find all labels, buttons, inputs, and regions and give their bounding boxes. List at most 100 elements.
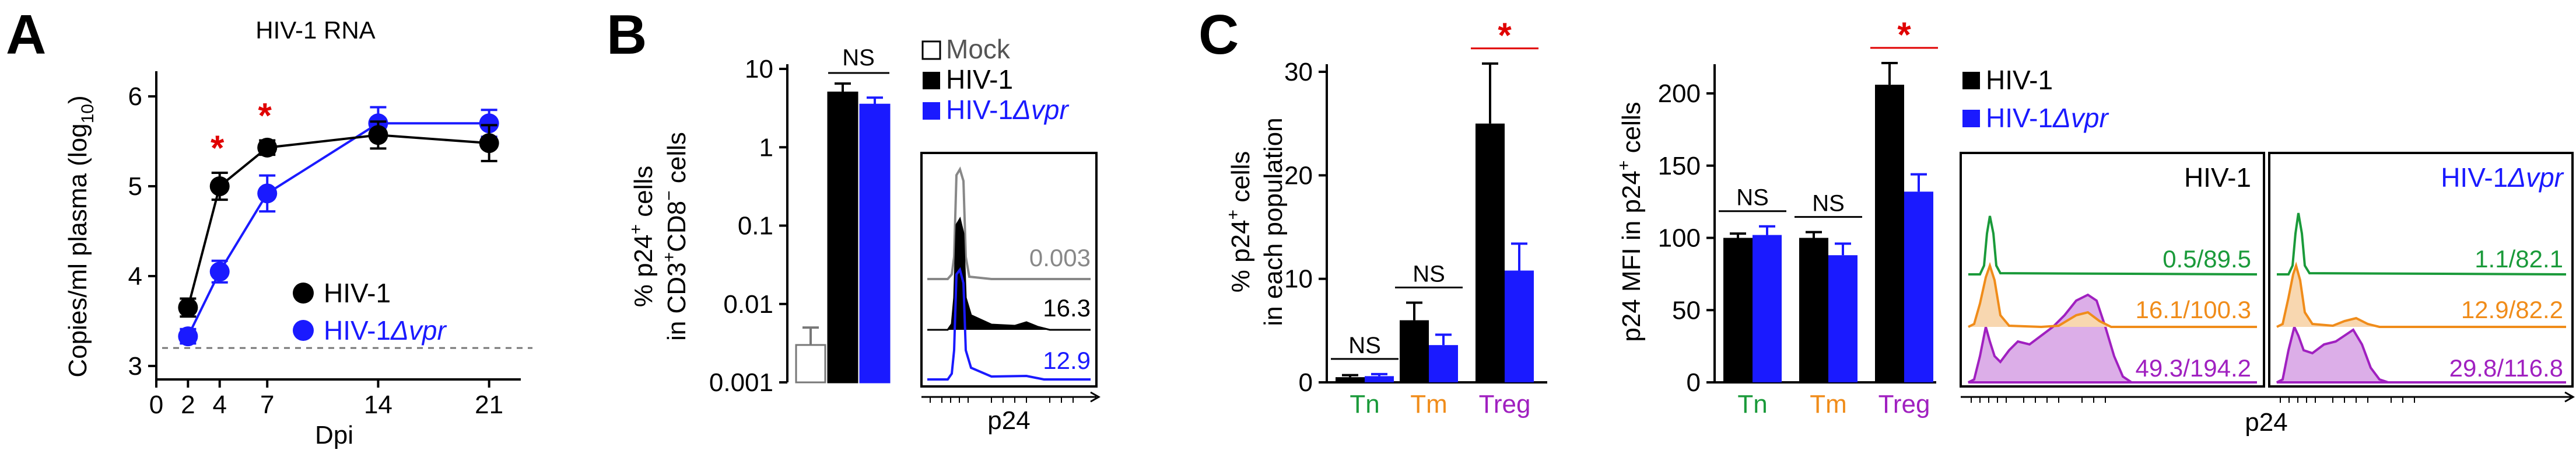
- bar-vpr-tm: [1828, 255, 1857, 382]
- bar-vpr: [859, 103, 891, 384]
- significance-star: *: [258, 96, 272, 135]
- bar-vpr-tn: [1365, 376, 1394, 382]
- data-point-hiv1: [368, 125, 388, 145]
- flow-value-tm-hiv1: 16.1/100.3: [2135, 296, 2251, 323]
- bar-vpr-treg: [1904, 191, 1933, 382]
- legend-swatch-vpr: [923, 102, 940, 120]
- flow-axis-arrow-b: [1090, 391, 1101, 403]
- x-tick-label: 4: [212, 391, 226, 419]
- flow-value-hiv1: 16.3: [1043, 294, 1091, 322]
- x-category-label: Treg: [1878, 390, 1930, 419]
- panel-a-plot-area: **: [178, 96, 499, 347]
- flow-value-tm-vpr: 12.9/82.2: [2461, 296, 2563, 323]
- bar-hiv1: [827, 91, 858, 384]
- panel-a-title: HIV-1 RNA: [255, 16, 375, 44]
- panel-c-left-ylabel-line1: % p24+ cells: [1224, 151, 1255, 293]
- flow-box-b: [920, 152, 1098, 388]
- x-tick-label: 2: [181, 391, 195, 419]
- histogram-tn-hiv1: [1968, 215, 2258, 276]
- legend-label-vpr: HIV-1Δvpr: [324, 315, 447, 346]
- legend-label-hiv1-b: HIV-1: [946, 64, 1013, 95]
- y-tick-label: 20: [1284, 161, 1313, 190]
- ns-label: NS: [1348, 333, 1381, 358]
- x-tick-label: 0: [149, 391, 163, 419]
- significance-star: *: [211, 128, 225, 168]
- histogram-tn-vpr: [2277, 212, 2567, 276]
- flow-xlabel-b: p24: [987, 406, 1030, 435]
- y-tick-label: 6: [128, 82, 142, 111]
- panel-c-legend: HIV-1 HIV-1Δvpr: [1962, 65, 2109, 133]
- panel-b-label: B: [607, 4, 647, 66]
- histogram-treg-hiv1: [1968, 293, 2257, 384]
- y-tick-label: 4: [128, 262, 142, 291]
- legend-marker-hiv1: [293, 283, 314, 304]
- panel-c-flow-histograms: HIV-1 HIV-1Δvpr 0.5/89.5 16.1/100.3 49.3…: [1960, 152, 2575, 437]
- flow-value-vpr: 12.9: [1043, 347, 1091, 374]
- panel-c-mfi-chart: p24 MFI in p24+ cells 0 50 100 150 200 NS NS *…: [1614, 15, 1938, 419]
- y-tick-label: 3: [128, 352, 142, 381]
- legend-label-hiv1-c: HIV-1: [1986, 65, 2053, 95]
- flow-value-treg-hiv1: 49.3/194.2: [2135, 354, 2251, 382]
- ns-label: NS: [1413, 261, 1445, 287]
- panel-a-xlabel: Dpi: [315, 421, 353, 449]
- flow-box-c-vpr: [2268, 152, 2574, 388]
- y-tick-label: 0: [1299, 368, 1313, 397]
- legend-marker-vpr: [293, 320, 314, 341]
- panel-b-y-ticks: 0.001 0.01 0.1 1 10: [709, 55, 787, 397]
- panel-b-flow-histogram: 0.003 16.3 12.9 p24: [920, 152, 1101, 435]
- legend-swatch-vpr-c: [1962, 110, 1980, 127]
- x-category-label: Treg: [1479, 390, 1531, 419]
- y-tick-label: 0.001: [709, 368, 773, 397]
- panel-c-right-plot-area: NS NS *: [1719, 15, 1938, 382]
- bar-vpr-tn: [1753, 235, 1782, 382]
- flow-value-mock: 0.003: [1029, 244, 1091, 271]
- histogram-treg-vpr: [2276, 323, 2566, 384]
- flow-axis-arrow-c: [2564, 391, 2575, 403]
- panel-b-legend: Mock HIV-1 HIV-1Δvpr: [921, 34, 1069, 125]
- flow-ticks-b: [930, 397, 1074, 403]
- panel-a-line-chart: HIV-1 RNA Copies/ml plasma (log10) 3456 …: [64, 16, 532, 449]
- panel-c-left-ylabel-line2: in each population: [1259, 117, 1288, 326]
- y-tick-label: 0.01: [723, 290, 773, 319]
- histogram-tm-hiv1: [1968, 262, 2257, 329]
- panel-c-right-x-labels: Tn Tm Treg: [1737, 390, 1930, 419]
- y-tick-label: 200: [1658, 79, 1701, 108]
- x-category-label: Tn: [1737, 390, 1767, 419]
- panel-c: % p24+ cells in each population 0102030 …: [1224, 15, 2575, 437]
- flow-box-c-hiv1: [1960, 152, 2265, 388]
- panel-c-right-ylabel: p24 MFI in p24+ cells: [1614, 102, 1646, 341]
- bar-mock: [795, 344, 826, 384]
- y-tick-label: 50: [1672, 296, 1701, 325]
- legend-label-hiv1: HIV-1: [324, 278, 391, 308]
- bar-hiv1-treg: [1875, 85, 1904, 382]
- bar-hiv1-tm: [1400, 320, 1429, 382]
- panel-b-plot-area: [795, 82, 891, 384]
- bar-hiv1-tn: [1336, 377, 1365, 382]
- bar-hiv1-treg: [1475, 123, 1505, 382]
- ns-label-b: NS: [842, 45, 875, 71]
- panel-c-left-plot-area: NS NS *: [1331, 16, 1538, 382]
- ns-label: NS: [1812, 191, 1845, 217]
- y-tick-label: 10: [1284, 265, 1313, 294]
- x-tick-label: 14: [364, 391, 392, 419]
- flow-xlabel-c: p24: [2245, 408, 2287, 437]
- legend-swatch-mock: [921, 40, 941, 60]
- data-point-hiv1: [178, 297, 198, 318]
- panel-c-percent-chart: % p24+ cells in each population 0102030 …: [1224, 16, 1547, 419]
- significance-star: *: [1897, 15, 1911, 54]
- significance-star: *: [1498, 16, 1512, 55]
- bar-vpr-tm: [1429, 345, 1458, 382]
- bar-vpr-treg: [1505, 270, 1534, 382]
- panel-c-right-y-ticks: 0 50 100 150 200: [1658, 79, 1715, 397]
- data-point-vpr: [209, 262, 230, 282]
- y-tick-label: 5: [128, 172, 142, 201]
- panel-a-x-ticks: 0 2 4 7 14 21: [149, 379, 503, 419]
- y-tick-label: 10: [745, 55, 773, 83]
- data-point-hiv1: [479, 133, 499, 154]
- y-tick-label: 0: [1687, 368, 1701, 397]
- legend-label-vpr-c: HIV-1Δvpr: [1986, 103, 2109, 133]
- histogram-hiv1: [927, 217, 1091, 331]
- legend-label-vpr-b: HIV-1Δvpr: [946, 95, 1069, 125]
- data-point-hiv1: [209, 176, 230, 197]
- x-category-label: Tn: [1350, 390, 1379, 419]
